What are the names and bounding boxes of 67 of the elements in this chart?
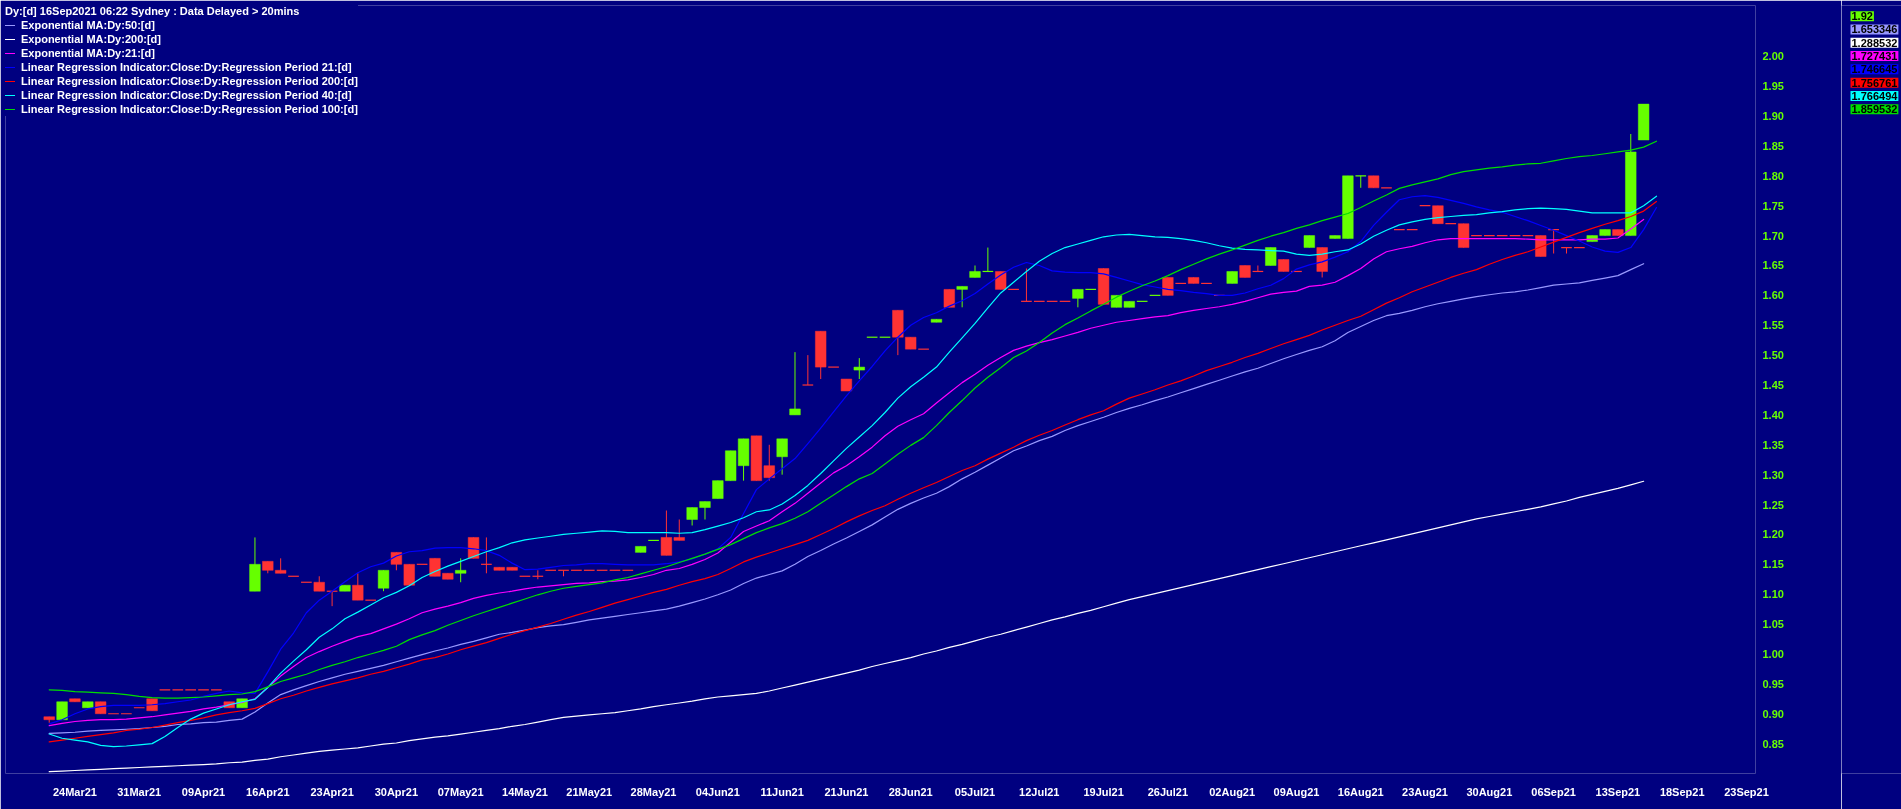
- x-tick-label: 23Sep21: [1724, 785, 1769, 798]
- x-tick-label: 30Aug21: [1466, 785, 1513, 798]
- x-tick-label: 09Apr21: [181, 785, 226, 798]
- y-tick-label: 1.85: [1762, 139, 1784, 152]
- x-tick-label: 13Sep21: [1595, 785, 1641, 798]
- y-tick-label: 0.95: [1762, 677, 1784, 690]
- text: 1.746645: [1851, 63, 1898, 76]
- x-tick-label: 18Sep21: [1659, 785, 1705, 798]
- y-tick-label: 0.90: [1762, 707, 1784, 720]
- legend-label: Linear Regression Indicator:Close:Dy:Regression Period 21:[d]: [21, 60, 352, 74]
- x-tick-label: 16Apr21: [246, 785, 290, 798]
- x-tick-label: 05Jul21: [954, 785, 996, 798]
- legend-label: Exponential MA:Dy:21:[d]: [21, 46, 155, 60]
- x-tick-label: 12Jul21: [1019, 785, 1060, 798]
- chart-title: Dy:[d] 16Sep2021 06:22 Sydney : Data Delayed > 20mins: [5, 5, 301, 17]
- x-tick-label: 04Jun21: [695, 785, 740, 798]
- text: 1.727431: [1851, 50, 1898, 63]
- y-tick-label: 1.60: [1762, 289, 1784, 302]
- y-tick-label: 1.40: [1762, 408, 1784, 421]
- x-tick-label: 23Aug21: [1402, 785, 1448, 798]
- y-tick-label: 0.85: [1762, 737, 1784, 750]
- y-tick-label: 1.50: [1762, 349, 1784, 362]
- x-tick-label: 28Jun21: [888, 785, 933, 798]
- text: 1.756761: [1851, 76, 1898, 89]
- x-tick-label: 24Mar21: [52, 785, 97, 798]
- y-tick-label: 1.80: [1762, 169, 1784, 182]
- x-tick-label: 30Apr21: [374, 785, 419, 798]
- y-tick-label: 1.55: [1762, 319, 1784, 332]
- y-tick-label: 1.05: [1762, 618, 1784, 631]
- x-tick-label: 21May21: [566, 785, 613, 798]
- x-tick-label: 26Jul21: [1147, 785, 1189, 798]
- legend-label: Linear Regression Indicator:Close:Dy:Regression Period 200:[d]: [21, 74, 358, 88]
- x-tick-label: 19Jul21: [1083, 785, 1124, 798]
- y-tick-label: 1.95: [1762, 80, 1784, 93]
- y-tick-label: 1.20: [1762, 528, 1784, 541]
- x-tick-label: 23Apr21: [310, 785, 354, 798]
- y-tick-label: 1.35: [1762, 438, 1784, 451]
- x-tick-label: 31Mar21: [117, 785, 162, 798]
- y-tick-label: 1.00: [1762, 647, 1784, 660]
- x-tick-label: 07May21: [437, 785, 484, 798]
- y-tick-label: 1.15: [1762, 558, 1784, 571]
- y-tick-label: 1.75: [1762, 199, 1784, 212]
- y-tick-label: 1.90: [1762, 110, 1784, 123]
- x-tick-label: 09Aug21: [1273, 785, 1320, 798]
- y-tick-label: 1.65: [1762, 259, 1784, 272]
- legend-label: Exponential MA:Dy:200:[d]: [21, 32, 161, 46]
- y-tick-label: 1.70: [1762, 229, 1784, 242]
- legend-label: Linear Regression Indicator:Close:Dy:Regression Period 100:[d]: [21, 102, 358, 116]
- x-tick-label: 21Jun21: [824, 785, 869, 798]
- text: 1.653346: [1851, 23, 1898, 36]
- text: 1.288532: [1851, 36, 1898, 49]
- legend-label: Linear Regression Indicator:Close:Dy:Regression Period 40:[d]: [21, 88, 352, 102]
- text: 1.859532: [1851, 103, 1898, 116]
- x-tick-label: 02Aug21: [1209, 785, 1256, 798]
- y-tick-label: 1.25: [1762, 498, 1784, 511]
- x-tick-label: 16Aug21: [1337, 785, 1384, 798]
- text: 1.766494: [1851, 89, 1899, 102]
- x-tick-label: 06Sep21: [1531, 785, 1576, 798]
- x-tick-label: 14May21: [502, 785, 548, 798]
- x-tick-label: 11Jun21: [760, 785, 804, 798]
- legend-label: Exponential MA:Dy:50:[d]: [21, 18, 155, 32]
- y-tick-label: 2.00: [1762, 50, 1784, 63]
- text: 1.92: [1851, 10, 1873, 23]
- y-tick-label: 1.10: [1762, 588, 1784, 601]
- y-tick-label: 1.45: [1762, 379, 1784, 392]
- x-tick-label: 28May21: [630, 785, 677, 798]
- y-tick-label: 1.30: [1762, 468, 1784, 481]
